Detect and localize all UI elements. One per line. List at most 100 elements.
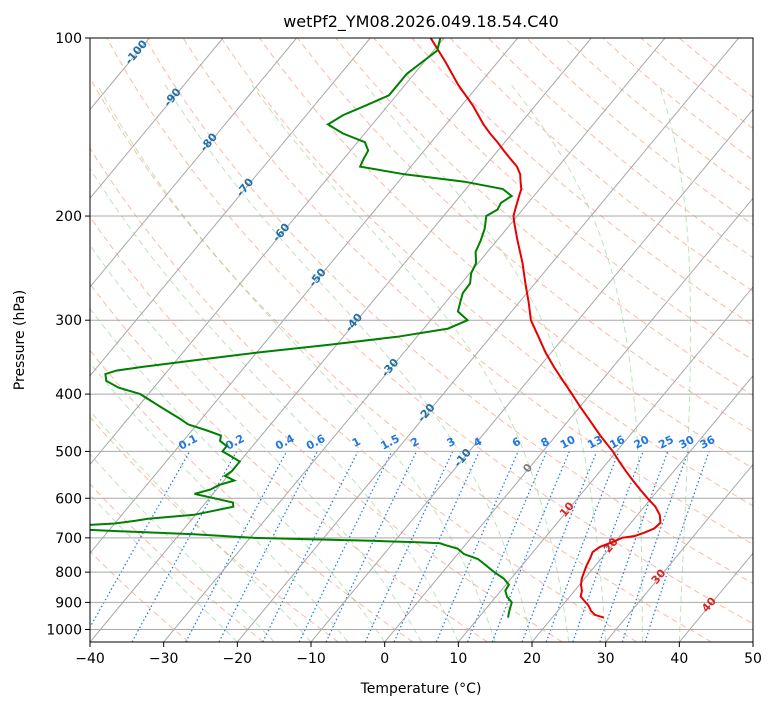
chart-title: wetPf2_YM08.2026.049.18.54.C40 [283, 12, 559, 32]
moist-adiabat-line [251, 84, 570, 642]
dry-adiabat-line [640, 38, 753, 130]
isotherm-gridline [752, 641, 753, 642]
dry-adiabat-line [106, 38, 753, 625]
mixing-ratio-line [325, 451, 418, 642]
x-tick-label: 40 [670, 651, 688, 667]
mixing-ratio-line [572, 451, 644, 642]
dry-adiabat-line [90, 349, 414, 642]
dry-adiabat-line [449, 38, 753, 292]
x-tick-label: 30 [597, 651, 615, 667]
y-tick-label: 600 [55, 491, 82, 507]
mixing-ratio-label: 30 [677, 433, 697, 452]
dry-adiabat-line [602, 38, 753, 161]
mixing-ratio-label: 2 [408, 435, 421, 450]
mixing-ratio-line [521, 451, 598, 642]
x-tick-label: 20 [523, 651, 541, 667]
x-tick-label: 0 [380, 651, 389, 667]
x-tick-label: −40 [75, 651, 105, 667]
isotherm-gridline [0, 38, 2, 642]
moist-adiabat-line [658, 84, 692, 642]
mixing-ratio-line [90, 451, 191, 629]
y-tick-label: 200 [55, 209, 82, 225]
dewpoint-profile-line [90, 38, 514, 618]
mixing-ratio-line [435, 451, 519, 642]
mixing-ratio-label: 3 [445, 435, 458, 450]
mixing-ratio-label: 4 [471, 435, 484, 450]
isotherm-gridline [90, 38, 224, 200]
x-tick-label: −10 [296, 651, 326, 667]
isotherm-gridline [90, 38, 298, 288]
dry-adiabat-line [220, 38, 753, 507]
moist-adiabat-line [510, 84, 643, 642]
moist-adiabat-line [97, 84, 496, 642]
dry-adiabat-line [182, 38, 753, 545]
mixing-ratio-label: 25 [656, 433, 676, 452]
dry-adiabat-line [373, 38, 753, 361]
dry-adiabat-line [90, 416, 339, 642]
mixing-ratio-line [298, 451, 393, 642]
isotherm-gridline [678, 552, 753, 642]
mixing-ratio-line [364, 451, 454, 642]
y-axis-label: Pressure (hPa) [12, 290, 28, 390]
mixing-ratio-label: 20 [632, 433, 652, 452]
mixing-ratio-label: 6 [510, 435, 523, 450]
mixing-ratio-label: 0.4 [273, 432, 297, 453]
moist-adiabat-line [164, 84, 533, 642]
moist-adiabat-line [90, 307, 386, 642]
dry-adiabat-line [678, 38, 753, 98]
dry-adiabat-line [297, 38, 753, 433]
mixing-ratio-label: 16 [607, 433, 627, 452]
mixing-ratio-line [185, 451, 288, 642]
moist-adiabat-line [90, 453, 275, 642]
mixing-ratio-label: 8 [539, 435, 552, 450]
isotherm-gridline [384, 197, 753, 642]
isotherm-gridline [90, 38, 371, 377]
moist-adiabat-line [90, 409, 312, 642]
mixing-ratio-label: 0.2 [223, 432, 246, 453]
isotherm-gridline [236, 38, 740, 642]
mixing-ratio-line [262, 451, 359, 642]
dry-adiabat-line [564, 38, 753, 193]
isotherm-gridline [163, 38, 666, 642]
moist-adiabat-line [90, 244, 422, 642]
dry-adiabat-line [90, 483, 264, 642]
y-tick-label: 900 [55, 595, 82, 611]
mixing-ratio-label: 13 [585, 433, 605, 452]
mixing-ratio-line [466, 451, 548, 642]
plot-frame [89, 37, 754, 643]
y-tick-label: 500 [55, 444, 82, 460]
mixing-ratio-line [131, 451, 238, 642]
x-tick-label: 50 [744, 651, 762, 667]
isotherm-gridline [310, 108, 753, 642]
x-tick-label: −30 [149, 651, 179, 667]
y-tick-label: 800 [55, 565, 82, 581]
dry-adiabat-line [90, 550, 190, 642]
isotherm-gridline [90, 38, 592, 642]
mixing-ratio-label: 1.5 [378, 432, 401, 453]
moist-adiabat-line [90, 362, 349, 642]
y-tick-label: 300 [55, 313, 82, 329]
mixing-ratio-label: 1 [350, 435, 363, 450]
isotherm-gridline [90, 38, 519, 555]
mixing-ratio-line [599, 451, 669, 642]
mixing-ratio-line [621, 451, 689, 642]
moist-adiabat-line [90, 493, 238, 642]
x-axis-label: Temperature (°C) [360, 681, 482, 697]
y-tick-label: 400 [55, 387, 82, 403]
moist-adiabat-line [365, 84, 607, 642]
dry-adiabat-line [90, 147, 638, 642]
mixing-ratio-label: 0.6 [304, 432, 328, 453]
x-tick-label: 10 [449, 651, 467, 667]
mixing-ratio-line [491, 451, 570, 642]
mixing-ratio-label: 0.1 [176, 432, 199, 453]
dry-adiabat-line [144, 38, 753, 585]
mixing-ratio-line [393, 451, 480, 642]
y-tick-label: 1000 [46, 622, 82, 638]
x-tick-label: −20 [223, 651, 253, 667]
dry-adiabat-line [411, 38, 753, 327]
y-tick-label: 100 [55, 31, 82, 47]
dry-adiabat-line [90, 283, 488, 642]
mixing-ratio-label: 10 [558, 433, 578, 452]
isotherm-gridline [90, 38, 445, 466]
